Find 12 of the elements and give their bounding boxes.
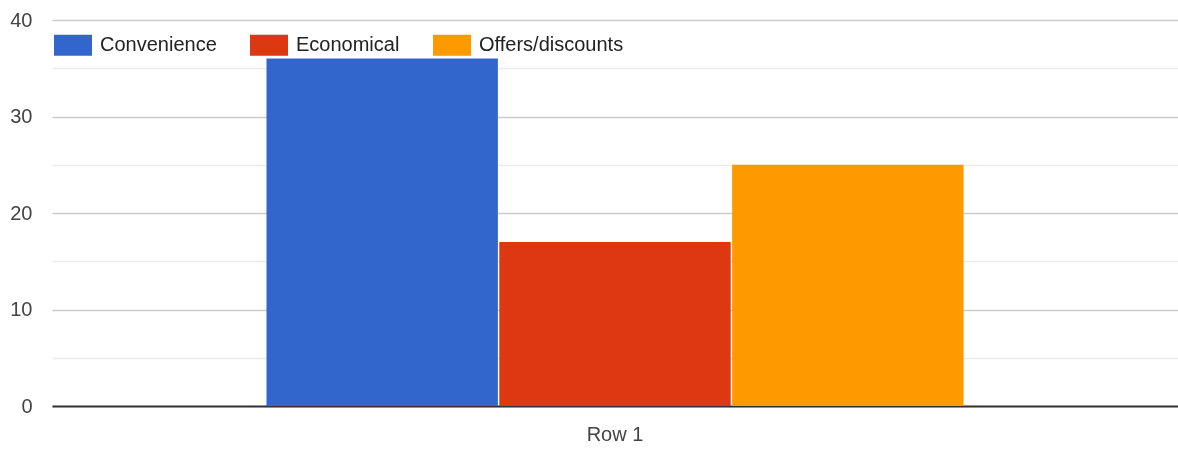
legend-label: Convenience <box>100 33 217 56</box>
y-tick-label: 30 <box>10 105 33 127</box>
y-tick-label: 40 <box>10 8 33 31</box>
bar <box>266 58 498 406</box>
bar <box>732 164 964 406</box>
x-tick-label: Row 1 <box>586 422 644 445</box>
y-tick-label: 20 <box>10 201 33 224</box>
legend-label: Economical <box>296 33 400 56</box>
legend-label: Offers/discounts <box>479 33 624 56</box>
y-tick-label: 0 <box>21 394 33 417</box>
bar <box>499 241 731 406</box>
y-tick-label: 10 <box>10 298 33 320</box>
